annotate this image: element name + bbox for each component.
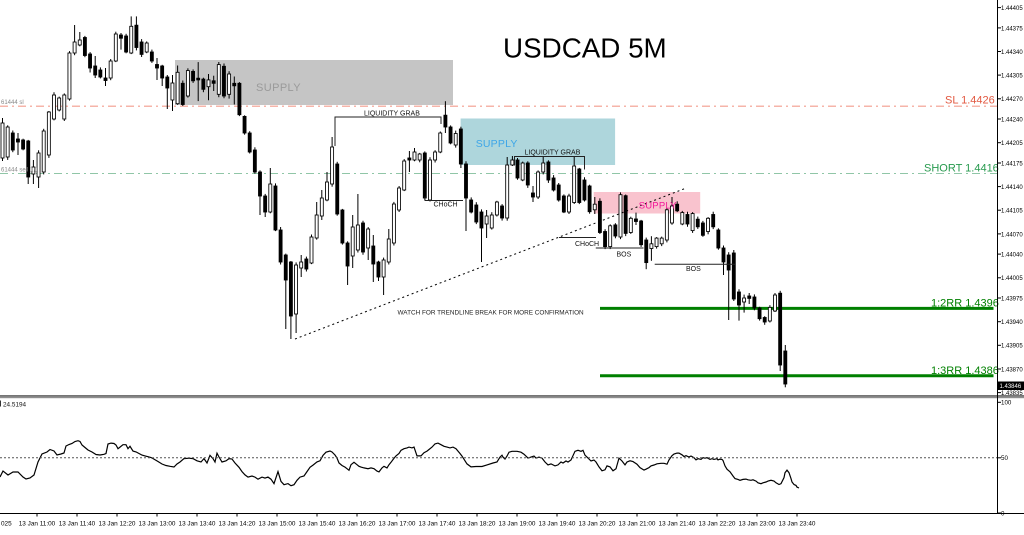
svg-text:13 Jan 22:20: 13 Jan 22:20 (699, 521, 736, 528)
svg-text:1.44240: 1.44240 (1001, 117, 1023, 123)
svg-text:1:3RR 1.4386: 1:3RR 1.4386 (931, 365, 999, 377)
svg-text:SL 1.4426: SL 1.4426 (945, 95, 995, 107)
svg-text:1.44305: 1.44305 (1001, 74, 1023, 80)
svg-text:1.44175: 1.44175 (1001, 161, 1023, 167)
svg-text:0: 0 (1001, 510, 1005, 517)
svg-text:13 Jan 20:20: 13 Jan 20:20 (579, 521, 616, 528)
svg-text:1.44040: 1.44040 (1001, 253, 1023, 259)
svg-text:LIQUIDITY GRAB: LIQUIDITY GRAB (364, 111, 420, 118)
svg-text:1.43940: 1.43940 (1001, 320, 1023, 326)
svg-text:1.44375: 1.44375 (1001, 26, 1023, 32)
svg-text:13 Jan 19:00: 13 Jan 19:00 (499, 521, 536, 528)
svg-text:13 Jan 12:20: 13 Jan 12:20 (99, 521, 136, 528)
svg-text:1.44340: 1.44340 (1001, 50, 1023, 56)
svg-text:LIQUIDITY GRAB: LIQUIDITY GRAB (525, 150, 581, 157)
svg-text:13 Jan 13:40: 13 Jan 13:40 (179, 521, 216, 528)
svg-text:SUPPLY: SUPPLY (639, 201, 677, 212)
svg-text:1.43835: 1.43835 (1001, 391, 1023, 397)
svg-text:1:2RR 1.4396: 1:2RR 1.4396 (931, 298, 999, 310)
svg-text:BOS: BOS (617, 252, 632, 259)
svg-text:13 Jan 23:00: 13 Jan 23:00 (739, 521, 776, 528)
svg-text:1.44205: 1.44205 (1001, 141, 1023, 147)
svg-text:SHORT 1.4416: SHORT 1.4416 (924, 163, 999, 175)
svg-text:13 Jan 16:20: 13 Jan 16:20 (339, 521, 376, 528)
svg-text:USDCAD 5M: USDCAD 5M (503, 33, 667, 64)
svg-text:1.44105: 1.44105 (1001, 209, 1023, 215)
svg-text:025: 025 (1, 521, 12, 528)
svg-text:SUPPLY: SUPPLY (256, 82, 301, 94)
svg-text:61444 sell 1.1: 61444 sell 1.1 (1, 168, 39, 174)
svg-text:13 Jan 15:00: 13 Jan 15:00 (259, 521, 296, 528)
svg-text:1.43905: 1.43905 (1001, 344, 1023, 350)
svg-text:13 Jan 19:40: 13 Jan 19:40 (539, 521, 576, 528)
svg-text:CHoCH: CHoCH (434, 202, 458, 209)
svg-text:13 Jan 17:00: 13 Jan 17:00 (379, 521, 416, 528)
svg-text:CHoCH: CHoCH (575, 241, 599, 248)
svg-text:13 Jan 11:00: 13 Jan 11:00 (19, 521, 56, 528)
svg-text:1.44005: 1.44005 (1001, 276, 1023, 282)
svg-text:13 Jan 17:40: 13 Jan 17:40 (419, 521, 456, 528)
svg-text:1.44070: 1.44070 (1001, 232, 1023, 238)
svg-text:61444 sl: 61444 sl (1, 100, 24, 106)
svg-text:13 Jan 21:00: 13 Jan 21:00 (619, 521, 656, 528)
svg-text:1.44140: 1.44140 (1001, 185, 1023, 191)
svg-text:100: 100 (1001, 400, 1012, 407)
svg-text:13 Jan 13:00: 13 Jan 13:00 (139, 521, 176, 528)
svg-text:13 Jan 14:20: 13 Jan 14:20 (219, 521, 256, 528)
svg-text:SUPPLY: SUPPLY (476, 138, 518, 150)
svg-text:1.43846: 1.43846 (1000, 384, 1022, 390)
svg-text:50: 50 (1001, 455, 1008, 462)
svg-text:24.5194: 24.5194 (3, 401, 27, 408)
svg-text:BOS: BOS (686, 266, 701, 273)
svg-text:1.44405: 1.44405 (1001, 6, 1023, 12)
svg-text:13 Jan 18:20: 13 Jan 18:20 (459, 521, 496, 528)
svg-text:13 Jan 23:40: 13 Jan 23:40 (779, 521, 816, 528)
svg-text:1.43870: 1.43870 (1001, 367, 1023, 373)
svg-text:13 Jan 11:40: 13 Jan 11:40 (59, 521, 96, 528)
svg-text:1.44270: 1.44270 (1001, 97, 1023, 103)
svg-text:13 Jan 15:40: 13 Jan 15:40 (299, 521, 336, 528)
svg-text:WATCH FOR TRENDLINE BREAK FOR: WATCH FOR TRENDLINE BREAK FOR MORE CONFI… (398, 310, 585, 317)
svg-text:1.43975: 1.43975 (1001, 296, 1023, 302)
svg-text:13 Jan 21:40: 13 Jan 21:40 (659, 521, 696, 528)
